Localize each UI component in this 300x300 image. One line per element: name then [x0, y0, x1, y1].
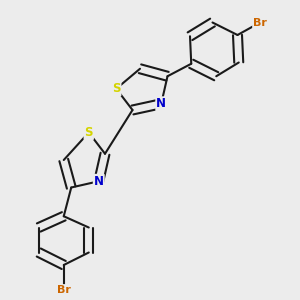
- Text: Br: Br: [57, 285, 71, 295]
- Text: N: N: [156, 97, 166, 110]
- Text: Br: Br: [253, 17, 267, 28]
- Text: S: S: [85, 126, 93, 139]
- Text: N: N: [94, 175, 104, 188]
- Text: S: S: [112, 82, 121, 95]
